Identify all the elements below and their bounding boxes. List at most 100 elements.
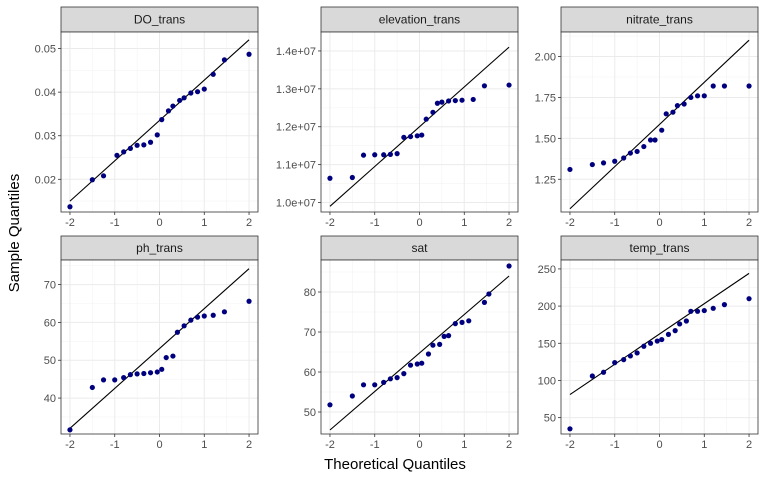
data-point — [147, 139, 154, 145]
data-point — [194, 314, 201, 320]
data-point — [567, 166, 573, 173]
data-point — [621, 155, 627, 161]
y-tick-label: 70 — [44, 280, 56, 292]
data-point — [188, 317, 194, 323]
data-point — [746, 83, 752, 89]
y-tick-label: 50 — [44, 355, 56, 367]
data-point — [654, 338, 660, 344]
data-point — [683, 318, 689, 324]
facet-strip — [320, 6, 519, 33]
data-point — [147, 370, 154, 376]
data-point — [170, 353, 176, 359]
data-point — [134, 142, 140, 148]
x-tick-label: -1 — [110, 439, 120, 451]
y-tick-label: 60 — [304, 367, 316, 379]
data-point — [210, 71, 216, 77]
x-tick-label: 0 — [416, 439, 422, 451]
qq-reference-line — [69, 268, 250, 429]
data-point — [677, 321, 683, 327]
y-tick-label: 250 — [538, 264, 556, 276]
y-tick-label: 200 — [538, 301, 556, 313]
data-point — [641, 143, 647, 150]
data-point — [221, 57, 228, 63]
x-tick-label: 0 — [156, 217, 162, 229]
data-point — [441, 333, 447, 339]
x-tick-label: -1 — [610, 439, 620, 451]
data-point — [188, 90, 194, 96]
data-point — [394, 151, 400, 157]
data-point — [439, 99, 445, 105]
data-point — [600, 369, 607, 375]
data-point — [401, 134, 407, 140]
data-point — [414, 133, 420, 139]
data-point — [177, 97, 183, 104]
data-point — [387, 151, 393, 157]
data-point — [694, 308, 701, 314]
facet-strip — [60, 6, 259, 33]
facet-strip — [60, 235, 259, 261]
x-tick-label: 1 — [201, 439, 207, 451]
data-point — [589, 373, 595, 379]
y-tick-label: 50 — [544, 413, 556, 425]
data-point — [401, 371, 407, 377]
data-point — [634, 148, 640, 155]
x-tick-label: -2 — [65, 439, 75, 451]
facet-title: sat — [411, 241, 428, 255]
data-point — [121, 149, 127, 155]
data-point — [134, 371, 140, 377]
data-point — [381, 379, 387, 385]
x-tick-label: 1 — [701, 439, 707, 451]
data-point — [154, 132, 160, 138]
x-tick-label: 2 — [246, 217, 252, 229]
data-point — [746, 296, 752, 302]
panel-elevation-trans: elevation_trans 1.0e+07 1.1e+07 1.2e+07 1.3e… — [276, 6, 519, 229]
y-tick-label: 2.00 — [535, 52, 556, 64]
data-point — [100, 377, 107, 383]
x-tick-label: -2 — [325, 217, 335, 229]
data-point — [159, 117, 165, 123]
facet-strip — [560, 6, 759, 33]
facet-title: ph_trans — [136, 241, 183, 255]
y-tick-label: 0.04 — [35, 87, 56, 99]
data-point — [452, 321, 458, 327]
facet-title: temp_trans — [629, 241, 689, 255]
qq-reference-line — [329, 46, 510, 207]
panel-ph-trans: ph_trans 40 50 60 70 -2 -1 0 1 2 — [44, 235, 259, 451]
data-point — [419, 360, 425, 366]
data-point — [506, 263, 512, 269]
x-tick-label: -2 — [65, 217, 75, 229]
data-point — [89, 177, 95, 183]
data-point — [165, 108, 172, 114]
data-point — [201, 86, 207, 92]
data-point — [360, 382, 367, 388]
x-tick-label: -1 — [370, 439, 380, 451]
data-point — [141, 370, 147, 377]
data-point — [621, 357, 627, 363]
x-tick-label: 2 — [246, 439, 252, 451]
data-point — [688, 94, 694, 101]
facet-title: nitrate_trans — [626, 13, 693, 27]
data-point — [446, 98, 452, 104]
data-point — [466, 318, 472, 324]
y-tick-label: 0.02 — [35, 174, 56, 186]
data-point — [100, 173, 107, 179]
data-point — [681, 101, 687, 107]
facet-title: DO_trans — [134, 13, 185, 27]
data-point — [589, 161, 595, 168]
y-tick-label: 1.1e+07 — [276, 160, 316, 172]
data-point — [174, 329, 181, 335]
facet-strip — [320, 235, 519, 261]
data-point — [634, 350, 640, 356]
data-point — [710, 305, 716, 311]
data-point — [360, 152, 367, 158]
x-tick-label: -1 — [110, 217, 120, 229]
data-point — [434, 100, 441, 106]
data-point — [114, 152, 120, 158]
data-point — [407, 133, 414, 140]
y-tick-label: 80 — [304, 287, 316, 299]
x-tick-label: 2 — [506, 217, 512, 229]
y-axis-title: Sample Quantiles — [6, 174, 23, 292]
data-point — [452, 97, 458, 104]
data-point — [446, 333, 452, 339]
